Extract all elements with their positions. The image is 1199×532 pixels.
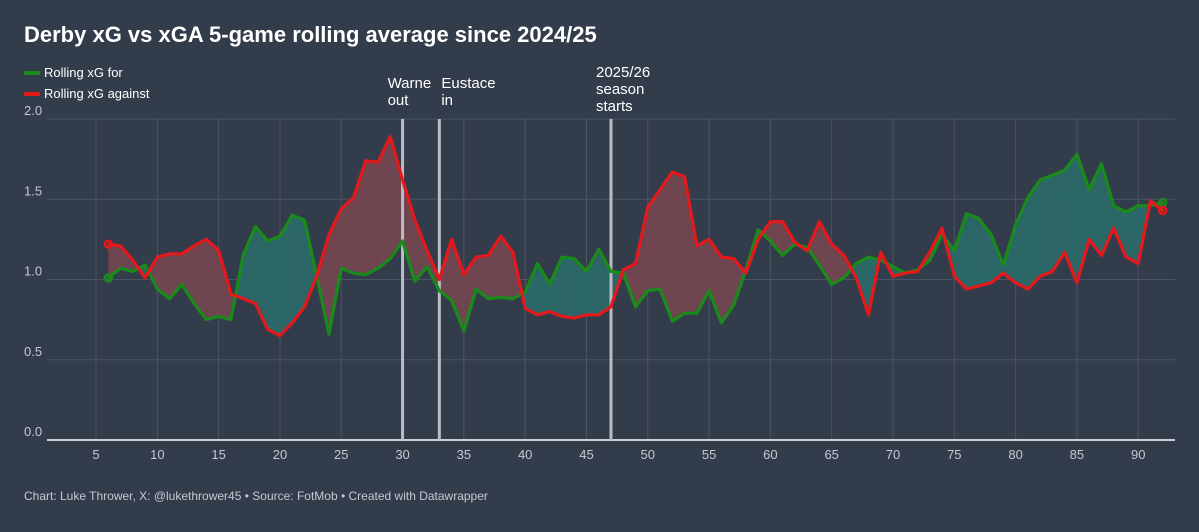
area-xg-for-higher [1125, 205, 1139, 264]
x-tick-label: 55 [702, 447, 716, 462]
area-xg-for-higher [549, 257, 562, 317]
area-xg-for-higher [267, 236, 280, 336]
area-xg-against-higher [500, 236, 513, 299]
x-tick-label: 65 [824, 447, 838, 462]
annotation-label: season [596, 81, 644, 98]
x-tick-label: 35 [457, 447, 471, 462]
x-tick-label: 30 [395, 447, 409, 462]
area-xg-against-higher [808, 221, 820, 266]
area-xg-against-higher [390, 136, 403, 259]
chart-title: Derby xG vs xGA 5-game rolling average s… [24, 22, 597, 47]
area-xg-against-higher [316, 234, 329, 335]
area-xg-for-higher [598, 249, 611, 315]
area-xg-against-higher [120, 245, 133, 272]
area-xg-for-higher [991, 234, 1004, 283]
area-xg-for-higher [574, 258, 587, 319]
x-tick-label: 60 [763, 447, 777, 462]
x-tick-label: 25 [334, 447, 348, 462]
area-xg-against-higher [647, 189, 661, 291]
area-xg-for-higher [856, 257, 869, 315]
annotation-label: out [388, 92, 410, 109]
area-xg-against-higher [463, 257, 477, 331]
legend-label-xg-for: Rolling xG for [44, 65, 123, 80]
legend: Rolling xG for Rolling xG against [24, 62, 150, 104]
area-xg-for-higher [978, 218, 992, 286]
y-tick-label: 0.5 [24, 344, 42, 359]
annotation-label: 2025/26 [596, 64, 650, 81]
area-xg-against-higher [378, 136, 391, 269]
series-line-xg-for [106, 152, 1165, 336]
area-xg-against-higher [476, 255, 489, 299]
x-tick-label: 70 [886, 447, 900, 462]
area-xg-for-higher [255, 226, 268, 330]
area-xg-for-higher [966, 213, 979, 290]
area-xg-for-higher [561, 257, 575, 319]
x-tick-label: 45 [579, 447, 593, 462]
x-tick-label: 15 [211, 447, 225, 462]
area-xg-for-higher [586, 249, 599, 315]
area-xg-against-higher [365, 160, 379, 275]
area-xg-for-higher [954, 213, 967, 290]
area-xg-against-higher [218, 250, 231, 320]
annotation-label: starts [596, 98, 633, 115]
annotation-label: in [441, 92, 453, 109]
annotation-label: Eustace [441, 75, 495, 92]
area-xg-against-higher [684, 176, 697, 314]
area-xg-for-higher [1113, 205, 1126, 258]
area-xg-for-higher [1027, 179, 1041, 290]
annotation-label: Warne [388, 75, 432, 92]
area-xg-against-higher [402, 179, 415, 282]
area-xg-against-higher [672, 171, 685, 322]
legend-swatch-xg-for [24, 70, 40, 75]
area-xg-for-higher [292, 215, 305, 323]
area-xg-against-higher [157, 253, 170, 299]
area-xg-for-higher [304, 220, 317, 307]
area-xg-for-higher [1040, 175, 1053, 277]
legend-item-xg-against: Rolling xG against [24, 83, 150, 104]
legend-swatch-xg-against [24, 91, 40, 96]
area-xg-against-higher [194, 239, 207, 320]
x-tick-label: 75 [947, 447, 961, 462]
x-tick-label: 80 [1008, 447, 1022, 462]
area-xg-for-higher [1064, 154, 1077, 283]
area-xg-against-higher [206, 239, 219, 320]
area-xg-for-higher [537, 263, 550, 315]
y-tick-label: 0.0 [24, 424, 42, 439]
x-tick-label: 20 [273, 447, 287, 462]
area-xg-against-higher [148, 257, 158, 290]
start-marker-xg-for [103, 273, 114, 283]
x-tick-label: 5 [92, 447, 99, 462]
area-xg-for-higher [1076, 154, 1090, 283]
area-xg-against-higher [414, 220, 428, 282]
chart-footer: Chart: Luke Thrower, X: @lukethrower45 •… [24, 489, 488, 503]
area-xg-against-higher [721, 257, 734, 323]
legend-label-xg-against: Rolling xG against [44, 86, 150, 101]
area-xg-against-higher [709, 239, 722, 323]
area-xg-for-higher [279, 215, 293, 336]
legend-item-xg-for: Rolling xG for [24, 62, 150, 83]
y-tick-label: 2.0 [24, 103, 42, 118]
area-xg-against-higher [341, 197, 354, 274]
y-tick-label: 1.0 [24, 264, 42, 279]
y-tick-label: 1.5 [24, 183, 42, 198]
end-marker-xg-against [1157, 205, 1168, 216]
area-xg-against-higher [770, 221, 783, 256]
area-xg-against-higher [660, 171, 673, 322]
area-xg-for-higher [1052, 170, 1065, 272]
area-xg-against-higher [329, 208, 342, 335]
x-tick-label: 10 [150, 447, 164, 462]
area-xg-against-higher [635, 207, 648, 307]
area-xg-for-higher [243, 226, 256, 304]
x-tick-label: 50 [641, 447, 655, 462]
area-xg-for-higher [525, 263, 538, 315]
series-line-xg-against [106, 135, 1165, 338]
start-marker-xg-against [103, 239, 114, 249]
x-tick-label: 90 [1131, 447, 1145, 462]
x-tick-label: 40 [518, 447, 532, 462]
x-tick-label: 85 [1070, 447, 1084, 462]
